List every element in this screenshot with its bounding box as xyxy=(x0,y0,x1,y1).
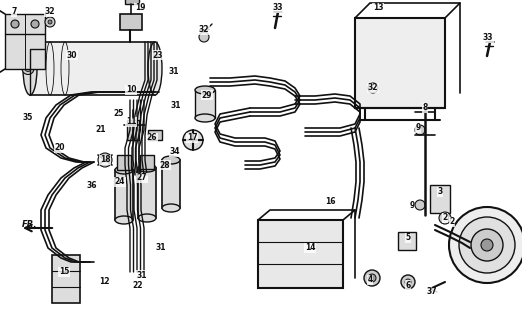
Text: 37: 37 xyxy=(426,287,437,297)
Bar xyxy=(5,14,45,69)
Bar xyxy=(125,0,139,4)
Ellipse shape xyxy=(115,166,133,174)
Text: 16: 16 xyxy=(325,197,335,206)
Circle shape xyxy=(481,239,493,251)
Circle shape xyxy=(405,279,411,285)
Text: 24: 24 xyxy=(115,178,125,187)
Circle shape xyxy=(368,274,376,282)
Text: 19: 19 xyxy=(135,4,145,12)
Text: 21: 21 xyxy=(96,125,106,134)
Ellipse shape xyxy=(195,86,215,94)
Text: 36: 36 xyxy=(87,180,97,189)
Text: 31: 31 xyxy=(156,244,166,252)
Bar xyxy=(127,120,139,140)
Circle shape xyxy=(368,83,378,93)
Text: 9: 9 xyxy=(409,201,414,210)
Circle shape xyxy=(471,229,503,261)
Text: 32: 32 xyxy=(45,7,55,17)
Circle shape xyxy=(401,275,415,289)
Circle shape xyxy=(31,20,39,28)
Text: 34: 34 xyxy=(170,148,180,156)
Ellipse shape xyxy=(162,156,180,164)
Text: 9: 9 xyxy=(416,124,421,132)
Text: 35: 35 xyxy=(23,114,33,123)
Bar xyxy=(398,232,416,250)
Circle shape xyxy=(364,270,380,286)
Ellipse shape xyxy=(23,42,37,95)
Text: 22: 22 xyxy=(133,281,143,290)
Bar xyxy=(30,42,155,95)
Text: 31: 31 xyxy=(169,68,179,76)
Text: 5: 5 xyxy=(406,234,411,243)
Circle shape xyxy=(459,217,515,273)
Circle shape xyxy=(11,20,19,28)
Circle shape xyxy=(45,17,55,27)
Circle shape xyxy=(98,153,112,167)
Text: 3: 3 xyxy=(437,188,443,196)
Text: 31: 31 xyxy=(171,100,181,109)
Text: 14: 14 xyxy=(305,244,315,252)
Bar xyxy=(258,220,343,288)
Text: 7: 7 xyxy=(11,7,17,17)
Circle shape xyxy=(415,200,425,210)
Text: 12: 12 xyxy=(99,277,109,286)
Circle shape xyxy=(415,125,425,135)
Text: 2: 2 xyxy=(442,213,448,222)
Circle shape xyxy=(48,20,52,24)
Ellipse shape xyxy=(138,164,156,172)
Text: 18: 18 xyxy=(100,156,110,164)
Circle shape xyxy=(22,62,34,75)
Text: 8: 8 xyxy=(422,103,428,113)
Text: 20: 20 xyxy=(55,143,65,153)
Text: 33: 33 xyxy=(483,34,493,43)
Ellipse shape xyxy=(162,204,180,212)
Text: 13: 13 xyxy=(373,4,383,12)
Text: 17: 17 xyxy=(187,133,197,142)
Text: 11: 11 xyxy=(126,117,136,126)
Text: FR.: FR. xyxy=(22,220,38,229)
Text: 15: 15 xyxy=(59,268,69,276)
Ellipse shape xyxy=(115,216,133,224)
Circle shape xyxy=(25,66,31,71)
Circle shape xyxy=(199,32,209,42)
Bar xyxy=(117,155,131,170)
Bar xyxy=(115,170,133,220)
Circle shape xyxy=(439,212,451,224)
Bar xyxy=(195,90,215,118)
Text: 33: 33 xyxy=(273,4,283,12)
Bar xyxy=(138,168,156,218)
Ellipse shape xyxy=(138,214,156,222)
Text: 23: 23 xyxy=(153,51,163,60)
Text: 10: 10 xyxy=(126,85,136,94)
Text: 25: 25 xyxy=(114,108,124,117)
Text: 2: 2 xyxy=(449,218,455,227)
Bar xyxy=(120,14,142,30)
Ellipse shape xyxy=(148,42,162,95)
Text: 29: 29 xyxy=(201,91,212,100)
Bar xyxy=(430,185,450,213)
Text: 32: 32 xyxy=(199,26,209,35)
Circle shape xyxy=(449,207,522,283)
Bar xyxy=(148,130,162,140)
Bar xyxy=(162,160,180,208)
Circle shape xyxy=(183,130,203,150)
Bar xyxy=(140,155,154,169)
Ellipse shape xyxy=(195,114,215,122)
Text: 27: 27 xyxy=(137,173,147,182)
Text: 31: 31 xyxy=(137,270,147,279)
Bar xyxy=(52,255,80,303)
Bar xyxy=(355,18,445,108)
Text: 6: 6 xyxy=(406,281,411,290)
Text: 4: 4 xyxy=(367,276,373,284)
Text: 28: 28 xyxy=(160,161,170,170)
Text: 26: 26 xyxy=(147,133,157,142)
Text: 32: 32 xyxy=(368,84,378,92)
Text: 30: 30 xyxy=(67,51,77,60)
